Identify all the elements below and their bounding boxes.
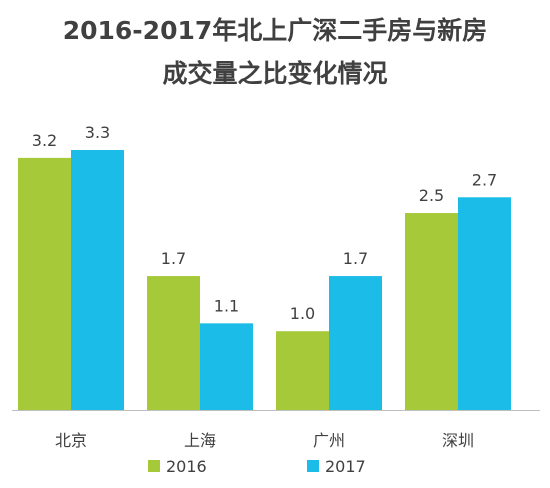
- legend-swatch-2016: [148, 460, 160, 472]
- data-label-2016-2: 1.0: [290, 304, 315, 323]
- bar-2016-1: [147, 276, 200, 410]
- legend-label-2017: 2017: [325, 457, 366, 476]
- bar-2017-1: [200, 323, 253, 410]
- legend-swatch-2017: [307, 460, 319, 472]
- legend-label-2016: 2016: [166, 457, 207, 476]
- data-label-2016-3: 2.5: [419, 186, 444, 205]
- data-label-2017-2: 1.7: [343, 249, 368, 268]
- x-tick-label-3: 深圳: [442, 431, 474, 450]
- bar-2016-2: [276, 331, 329, 410]
- data-label-2016-0: 3.2: [32, 131, 57, 150]
- data-label-2017-0: 3.3: [85, 123, 110, 142]
- bar-2017-2: [329, 276, 382, 410]
- x-tick-label-1: 上海: [184, 431, 216, 450]
- chart-title: 2016-2017年北上广深二手房与新房: [62, 16, 488, 45]
- data-label-2017-3: 2.7: [472, 170, 497, 189]
- bar-2017-0: [71, 150, 124, 410]
- bar-2016-3: [405, 213, 458, 410]
- chart-subtitle: 成交量之比变化情况: [162, 59, 388, 88]
- data-label-2016-1: 1.7: [161, 249, 186, 268]
- x-tick-label-0: 北京: [55, 431, 87, 450]
- data-label-2017-1: 1.1: [214, 296, 239, 315]
- bar-2016-0: [18, 157, 71, 410]
- bar-2017-3: [458, 197, 511, 410]
- x-tick-label-2: 广州: [313, 431, 345, 450]
